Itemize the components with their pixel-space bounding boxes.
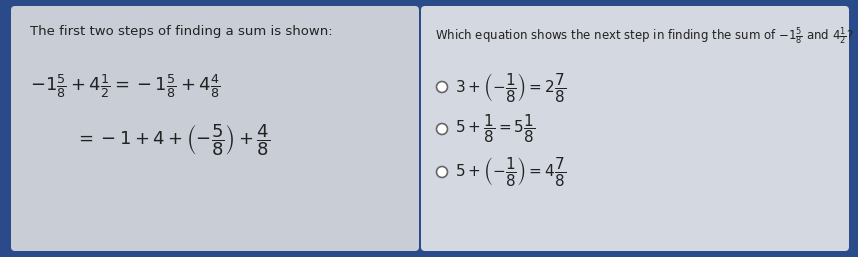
Text: $5+\left(-\dfrac{1}{8}\right)=4\dfrac{7}{8}$: $5+\left(-\dfrac{1}{8}\right)=4\dfrac{7}… <box>455 155 566 188</box>
Text: The first two steps of finding a sum is shown:: The first two steps of finding a sum is … <box>30 25 333 38</box>
FancyBboxPatch shape <box>11 6 419 251</box>
FancyBboxPatch shape <box>421 6 849 251</box>
Text: $=-1+4+\left(-\dfrac{5}{8}\right)+\dfrac{4}{8}$: $=-1+4+\left(-\dfrac{5}{8}\right)+\dfrac… <box>75 122 270 158</box>
Text: $3+\left(-\dfrac{1}{8}\right)=2\dfrac{7}{8}$: $3+\left(-\dfrac{1}{8}\right)=2\dfrac{7}… <box>455 70 566 104</box>
Circle shape <box>437 81 448 93</box>
Circle shape <box>437 124 448 134</box>
Circle shape <box>437 167 448 178</box>
Text: Which equation shows the next step in finding the sum of $-1\frac{5}{8}$ and $4\: Which equation shows the next step in fi… <box>435 25 854 47</box>
Text: $-1\frac{5}{8}+4\frac{1}{2}=-1\frac{5}{8}+4\frac{4}{8}$: $-1\frac{5}{8}+4\frac{1}{2}=-1\frac{5}{8… <box>30 72 221 100</box>
Text: $5+\dfrac{1}{8}=5\dfrac{1}{8}$: $5+\dfrac{1}{8}=5\dfrac{1}{8}$ <box>455 113 535 145</box>
